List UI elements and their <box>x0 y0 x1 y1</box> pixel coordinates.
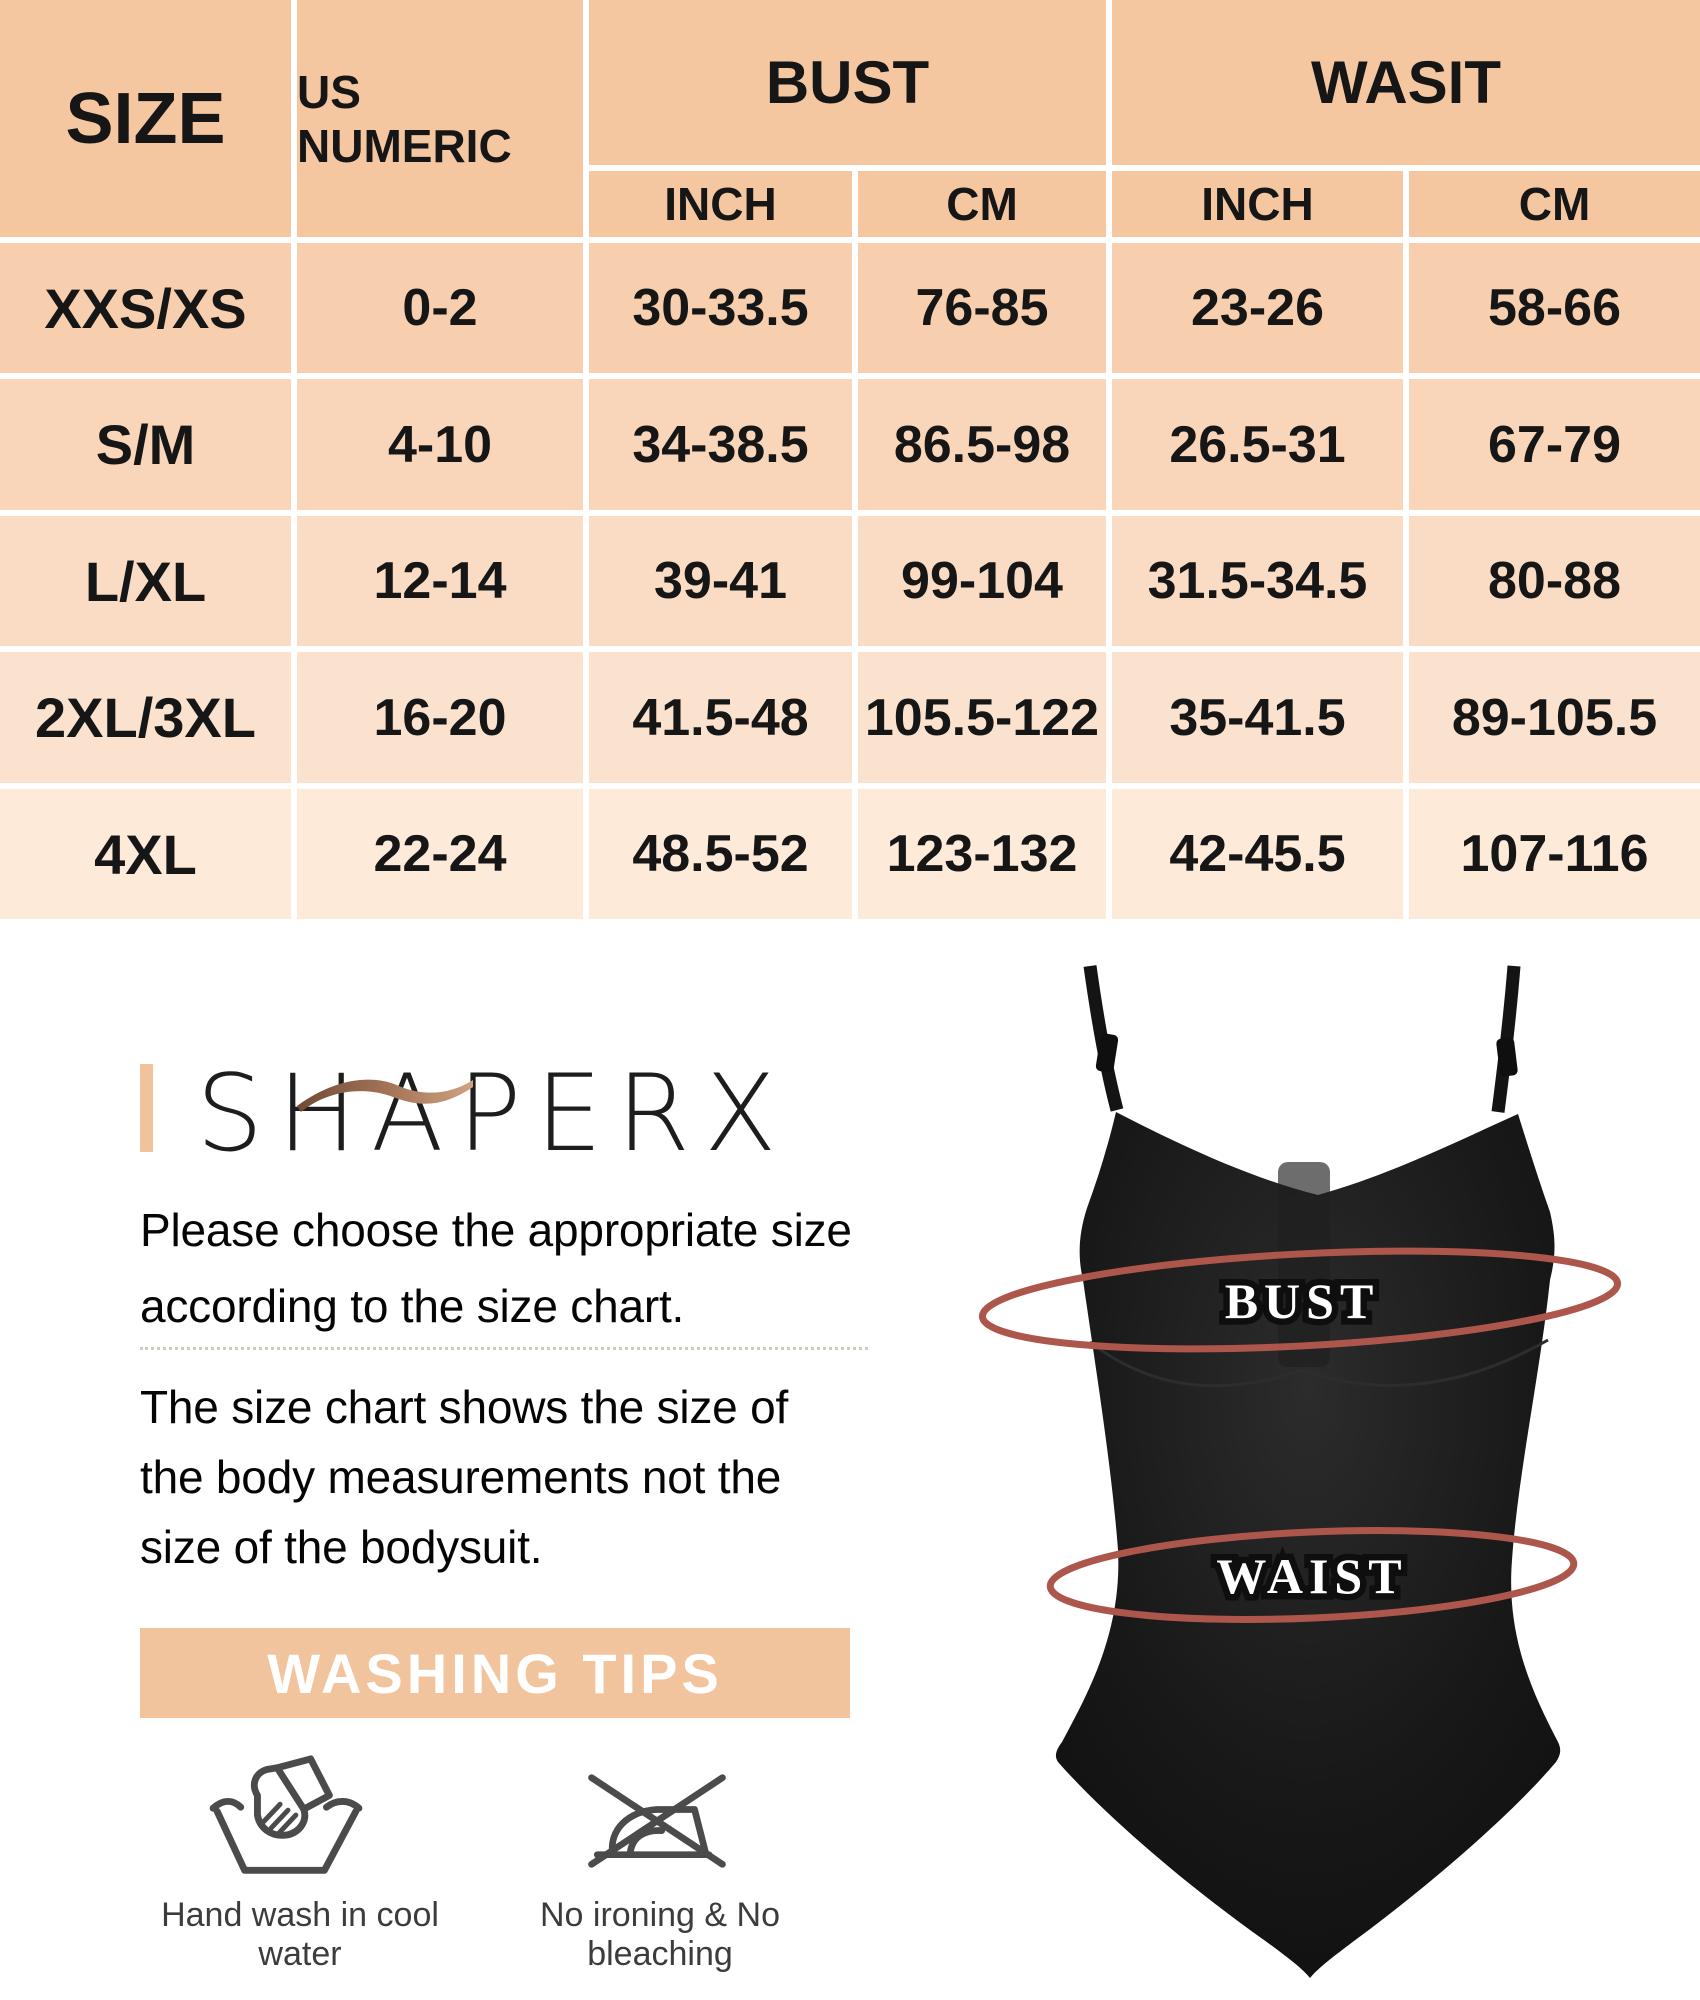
subheader-waist-cm: CM <box>1409 171 1700 237</box>
table-row-bust-inch: 34-38.5 <box>589 379 852 510</box>
table-row-waist-inch: 35-41.5 <box>1112 652 1403 783</box>
table-row-bust-cm: 105.5-122 <box>858 652 1106 783</box>
brand-logo: SHAPERX <box>196 1052 791 1175</box>
note-line: The size chart shows the size of <box>140 1381 789 1433</box>
dotted-divider <box>140 1347 868 1350</box>
hand-wash-icon <box>209 1755 363 1874</box>
left-strap-adjuster <box>1095 1033 1119 1073</box>
right-strap-adjuster <box>1496 1037 1518 1077</box>
table-row-waist-cm: 107-116 <box>1409 789 1700 919</box>
table-row-bust-inch: 41.5-48 <box>589 652 852 783</box>
table-row-bust-cm: 86.5-98 <box>858 379 1106 510</box>
table-row-bust-inch: 39-41 <box>589 516 852 646</box>
column-header-waist: WASIT <box>1112 0 1700 165</box>
table-row-size: 2XL/3XL <box>0 652 291 783</box>
column-header-us-numeric: US NUMERIC <box>297 0 583 237</box>
column-header-bust: BUST <box>589 0 1106 165</box>
right-cup-seam <box>1301 1338 1549 1387</box>
table-row-size: L/XL <box>0 516 291 646</box>
bodysuit-silhouette <box>1055 1112 1561 1978</box>
center-panel-seam <box>1278 1162 1330 1367</box>
bust-measure-ellipse <box>978 1247 1622 1353</box>
no-iron-label: No ironing & No bleaching <box>539 1896 780 1973</box>
subheader-waist-inch: INCH <box>1112 171 1403 237</box>
table-row-us: 22-24 <box>297 789 583 919</box>
size-table: SIZE US NUMERIC BUST WASIT INCH CM INCH … <box>0 0 1700 919</box>
table-row-us: 4-10 <box>297 379 583 510</box>
table-row-bust-cm: 76-85 <box>858 243 1106 373</box>
washing-tips-title: WASHING TIPS <box>267 1641 723 1705</box>
table-row-size: XXS/XS <box>0 243 291 373</box>
note-line: according to the size chart. <box>140 1280 685 1332</box>
column-header-size: SIZE <box>0 0 291 237</box>
table-row-bust-inch: 48.5-52 <box>589 789 852 919</box>
table-row-size: 4XL <box>0 789 291 919</box>
bust-label: BUST <box>1225 1273 1380 1329</box>
note-line: the body measurements not the <box>140 1451 782 1503</box>
no-iron-icon <box>588 1774 726 1868</box>
table-row-waist-cm: 67-79 <box>1409 379 1700 510</box>
logo-swoosh-icon <box>297 1079 473 1112</box>
subheader-bust-inch: INCH <box>589 171 852 237</box>
table-row-waist-inch: 42-45.5 <box>1112 789 1403 919</box>
table-row-waist-inch: 31.5-34.5 <box>1112 516 1403 646</box>
table-row-us: 12-14 <box>297 516 583 646</box>
table-row-bust-cm: 123-132 <box>858 789 1106 919</box>
note-line: Please choose the appropriate size <box>140 1204 852 1256</box>
waist-measure-ellipse <box>1046 1527 1578 1623</box>
table-row-us: 0-2 <box>297 243 583 373</box>
table-row-bust-inch: 30-33.5 <box>589 243 852 373</box>
left-cup-seam <box>1089 1340 1303 1388</box>
table-row-size: S/M <box>0 379 291 510</box>
table-row-waist-cm: 58-66 <box>1409 243 1700 373</box>
hand-wash-label: Hand wash in cool water <box>161 1896 439 1973</box>
table-row-waist-cm: 89-105.5 <box>1409 652 1700 783</box>
bodysuit-figure: BUST WAIST <box>978 965 1622 1978</box>
note-line: size of the bodysuit. <box>140 1521 543 1573</box>
table-row-waist-inch: 23-26 <box>1112 243 1403 373</box>
note-choose-size: Please choose the appropriate size accor… <box>140 1192 852 1344</box>
subheader-bust-cm: CM <box>858 171 1106 237</box>
washing-tips-banner: WASHING TIPS <box>140 1628 850 1718</box>
logo-accent-bar <box>140 1064 153 1152</box>
table-row-waist-inch: 26.5-31 <box>1112 379 1403 510</box>
table-row-bust-cm: 99-104 <box>858 516 1106 646</box>
waist-label: WAIST <box>1216 1548 1407 1604</box>
note-body-measurements: The size chart shows the size of the bod… <box>140 1372 788 1582</box>
table-row-us: 16-20 <box>297 652 583 783</box>
table-row-waist-cm: 80-88 <box>1409 516 1700 646</box>
